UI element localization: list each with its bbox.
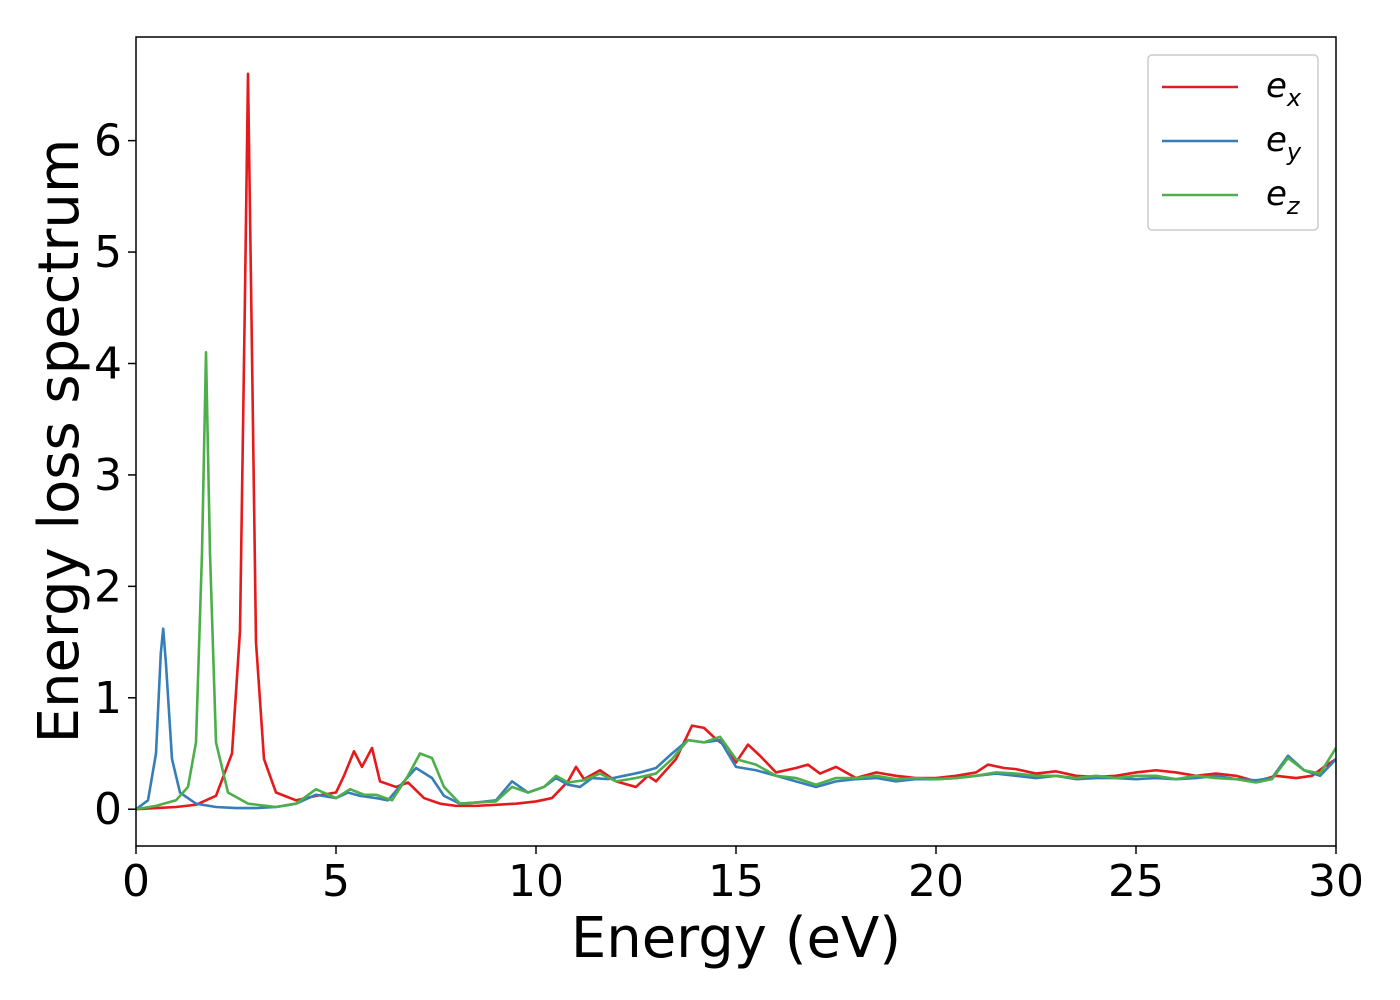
axis-ticks: 0 5 10 15 20 25 30 0 1 2 3 4 5 6 (94, 116, 1364, 907)
series-line-e-z (136, 351, 1336, 811)
x-tick-label: 30 (1308, 856, 1364, 907)
y-tick-label: 2 (94, 561, 122, 612)
legend-label-e-z: ez (1266, 174, 1301, 220)
legend-label-e-y: ey (1266, 120, 1302, 166)
x-tick-label: 15 (708, 856, 764, 907)
y-tick-label: 6 (94, 116, 122, 167)
x-tick-label: 20 (908, 856, 964, 907)
y-tick-label: 4 (94, 338, 122, 389)
legend-label-e-x: ex (1266, 66, 1302, 112)
plot-frame (135, 36, 1337, 847)
x-axis-label: Energy (eV) (571, 906, 901, 971)
plot-area (136, 72, 1336, 811)
y-tick-label: 3 (94, 450, 122, 501)
x-tick-label: 25 (1108, 856, 1164, 907)
y-tick-label: 0 (94, 784, 122, 835)
y-tick-label: 1 (94, 673, 122, 724)
legend: ex ey ez (1147, 54, 1319, 231)
y-axis-label: Energy loss spectrum (27, 139, 92, 744)
y-tick-label: 5 (94, 227, 122, 278)
series-line-e-y (136, 627, 1336, 811)
legend-box (1147, 54, 1319, 231)
x-tick-label: 5 (322, 856, 350, 907)
x-tick-label: 0 (122, 856, 150, 907)
x-tick-label: 10 (508, 856, 564, 907)
